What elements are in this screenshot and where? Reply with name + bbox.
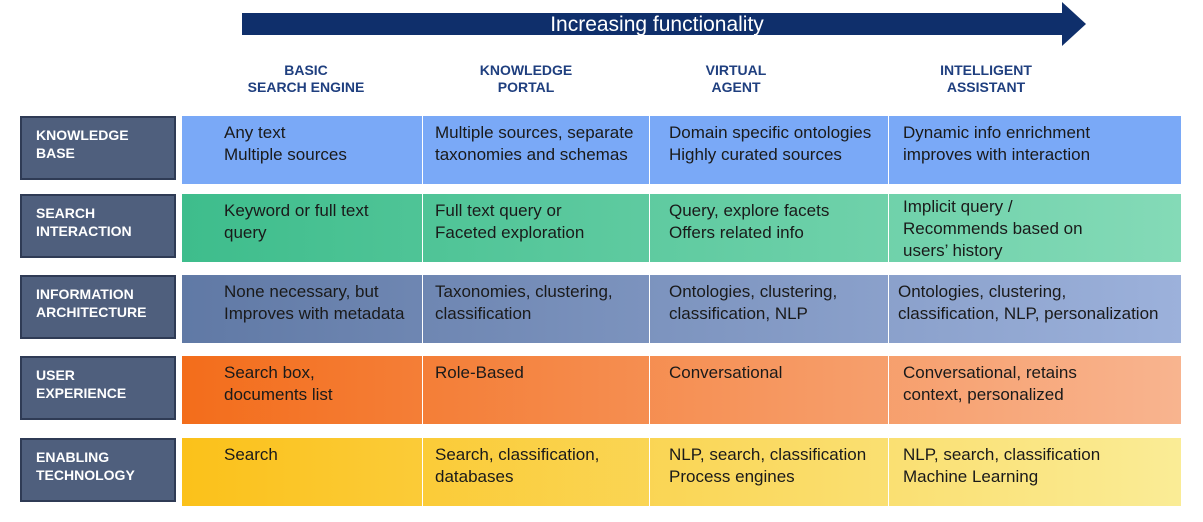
- cell-knowledge-base-portal: Multiple sources, separate taxonomies an…: [423, 116, 650, 184]
- cell-user-experience-virtual: Conversational: [650, 356, 889, 424]
- row-cells-search-interaction: Keyword or full text query Full text que…: [182, 194, 1181, 262]
- cell-information-architecture-portal: Taxonomies, clustering, classification: [423, 275, 650, 343]
- cell-user-experience-basic: Search box, documents list: [182, 356, 423, 424]
- cell-user-experience-intelligent: Conversational, retains context, persona…: [903, 363, 1077, 404]
- cell-enabling-technology-virtual: NLP, search, classification Process engi…: [650, 438, 889, 506]
- row-label-information-architecture: INFORMATION ARCHITECTURE: [20, 275, 176, 339]
- cell-enabling-technology-basic: Search: [182, 438, 423, 506]
- row-cells-knowledge-base: Any text Multiple sources Multiple sourc…: [182, 116, 1181, 184]
- cell-information-architecture-intelligent: Ontologies, clustering, classification, …: [898, 282, 1159, 323]
- row-label-search-interaction: SEARCH INTERACTION: [20, 194, 176, 258]
- cell-enabling-technology-portal: Search, classification, databases: [423, 438, 650, 506]
- row-cells-enabling-technology: Search Search, classification, databases…: [182, 438, 1181, 506]
- row-search-interaction: SEARCH INTERACTION Keyword or full text …: [20, 194, 1181, 262]
- row-enabling-technology: ENABLING TECHNOLOGY Search Search, class…: [20, 438, 1181, 506]
- row-cells-user-experience: Search box, documents list Role-Based Co…: [182, 356, 1181, 424]
- cell-knowledge-base-virtual: Domain specific ontologies Highly curate…: [650, 116, 889, 184]
- arrow-head-icon: [1062, 2, 1086, 46]
- row-user-experience: USER EXPERIENCE Search box, documents li…: [20, 356, 1181, 424]
- cell-enabling-technology-intelligent: NLP, search, classification Machine Lear…: [903, 445, 1101, 486]
- row-cells-information-architecture: None necessary, but Improves with metada…: [182, 275, 1181, 343]
- cell-search-interaction-intelligent: Implicit query / Recommends based on use…: [903, 197, 1083, 260]
- cell-knowledge-base-basic: Any text Multiple sources: [182, 116, 423, 184]
- arrow-shaft: [242, 13, 1062, 35]
- cell-knowledge-base-intelligent: Dynamic info enrichment improves with in…: [903, 123, 1091, 164]
- cell-search-interaction-virtual: Query, explore facets Offers related inf…: [650, 194, 889, 262]
- column-header-knowledge-portal: KNOWLEDGE PORTAL: [479, 62, 573, 95]
- column-header-basic-search-engine: BASIC SEARCH ENGINE: [247, 62, 365, 95]
- cell-information-architecture-virtual: Ontologies, clustering, classification, …: [650, 275, 889, 343]
- row-information-architecture: INFORMATION ARCHITECTURE None necessary,…: [20, 275, 1181, 343]
- row-knowledge-base: KNOWLEDGE BASE Any text Multiple sources…: [20, 116, 1181, 184]
- cell-search-interaction-portal: Full text query or Faceted exploration: [423, 194, 650, 262]
- increasing-functionality-arrow: Increasing functionality: [242, 2, 1086, 46]
- row-label-knowledge-base: KNOWLEDGE BASE: [20, 116, 176, 180]
- row-label-enabling-technology: ENABLING TECHNOLOGY: [20, 438, 176, 502]
- column-header-virtual-agent: VIRTUAL AGENT: [705, 62, 767, 95]
- cell-search-interaction-basic: Keyword or full text query: [182, 194, 423, 262]
- column-header-intelligent-assistant: INTELLIGENT ASSISTANT: [940, 62, 1032, 95]
- arrow-label: Increasing functionality: [550, 13, 764, 36]
- cell-user-experience-portal: Role-Based: [423, 356, 650, 424]
- cell-information-architecture-basic: None necessary, but Improves with metada…: [182, 275, 423, 343]
- row-label-user-experience: USER EXPERIENCE: [20, 356, 176, 420]
